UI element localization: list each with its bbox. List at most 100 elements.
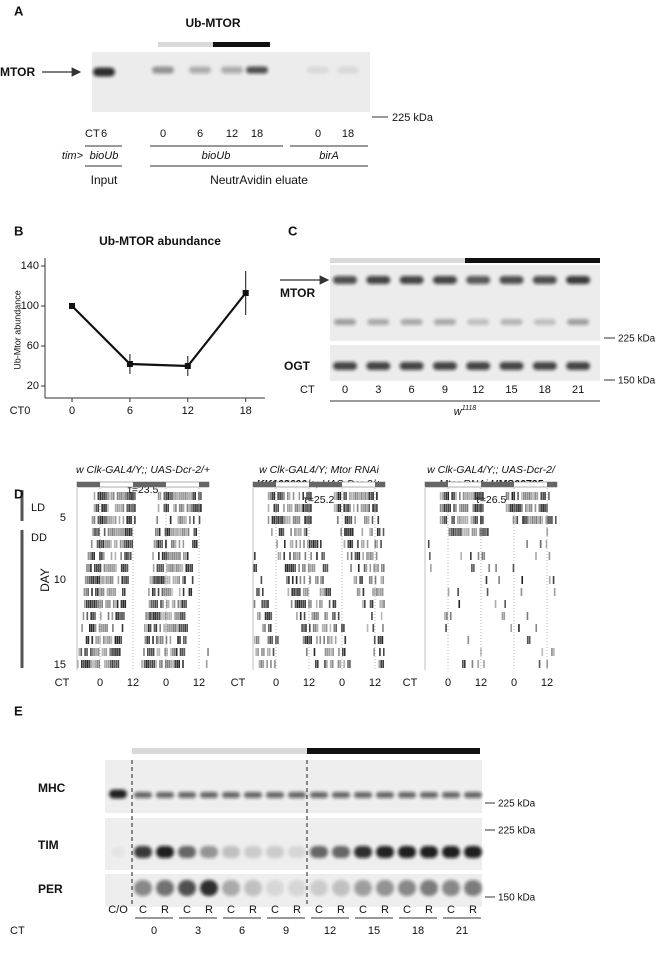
activity [92, 648, 94, 656]
activity [358, 588, 361, 596]
activity [163, 552, 166, 560]
title-part: w Clk-GAL4/Y;; UAS-Dcr-2/+ [76, 464, 210, 476]
activity [360, 540, 363, 548]
activity [144, 636, 147, 644]
activity [166, 564, 168, 572]
activity [179, 600, 182, 608]
label: 225 kDa [498, 826, 536, 837]
activity [84, 600, 86, 608]
activity [269, 624, 272, 632]
activity [310, 600, 312, 608]
activity [166, 612, 169, 620]
activity [358, 552, 361, 560]
activity [367, 516, 370, 524]
activity [263, 600, 265, 608]
activity [101, 600, 103, 608]
activity [181, 612, 184, 620]
activity [467, 528, 470, 536]
activity [128, 492, 130, 500]
activity [82, 612, 85, 620]
activity [182, 660, 184, 668]
activity [101, 492, 103, 500]
activity [165, 624, 167, 632]
activity [529, 516, 532, 524]
activity [185, 528, 188, 536]
activity [504, 600, 506, 608]
activity [167, 504, 169, 512]
activity [350, 552, 353, 560]
activity [126, 528, 129, 536]
band [200, 880, 218, 896]
activity [298, 564, 300, 572]
activity [337, 660, 340, 668]
activity [283, 504, 285, 512]
activity [287, 492, 289, 500]
activity [294, 552, 297, 560]
activity [94, 612, 96, 620]
label: A [14, 3, 24, 18]
label: CT [85, 128, 100, 140]
activity [296, 516, 299, 524]
activity [111, 528, 114, 536]
label: 18 [251, 128, 263, 140]
blot [105, 760, 482, 813]
activity [460, 516, 463, 524]
activity [112, 600, 115, 608]
activity [474, 516, 476, 524]
activity [174, 528, 176, 536]
band [532, 276, 557, 284]
activity [376, 492, 378, 500]
activity [101, 516, 103, 524]
activity [447, 588, 450, 596]
activity [271, 516, 274, 524]
activity [460, 528, 462, 536]
activity [182, 504, 185, 512]
activity [350, 516, 353, 524]
activity [277, 516, 279, 524]
activity [122, 516, 125, 524]
activity [548, 552, 551, 560]
activity [303, 624, 305, 632]
activity [371, 552, 374, 560]
label: PER [38, 882, 63, 896]
activity [111, 564, 113, 572]
activity [287, 504, 289, 512]
activity [283, 552, 286, 560]
activity [354, 516, 356, 524]
activity [360, 504, 363, 512]
activity [284, 564, 287, 572]
activity [326, 660, 328, 668]
activity [85, 636, 88, 644]
activity [99, 564, 102, 572]
activity [120, 552, 122, 560]
activity [182, 576, 184, 584]
activity [463, 528, 466, 536]
activity [525, 504, 527, 512]
activity [303, 540, 305, 548]
activity [266, 660, 268, 668]
activity [178, 612, 180, 620]
activity [286, 576, 288, 584]
activity [304, 636, 307, 644]
label: 0 [151, 925, 157, 937]
label: E [14, 703, 23, 718]
band [532, 362, 557, 370]
activity [346, 528, 348, 536]
activity [368, 576, 371, 584]
activity [148, 600, 151, 608]
activity [369, 528, 371, 536]
activity [267, 636, 270, 644]
activity [103, 492, 105, 500]
activity [476, 516, 478, 524]
activity [148, 636, 150, 644]
activity [342, 648, 344, 656]
activity [85, 600, 88, 608]
label: 12 [475, 677, 487, 689]
activity [129, 540, 132, 548]
activity [102, 540, 105, 548]
activity [319, 588, 322, 596]
activity [292, 492, 295, 500]
activity [544, 492, 546, 500]
label: 10 [54, 574, 66, 586]
activity [347, 660, 349, 668]
